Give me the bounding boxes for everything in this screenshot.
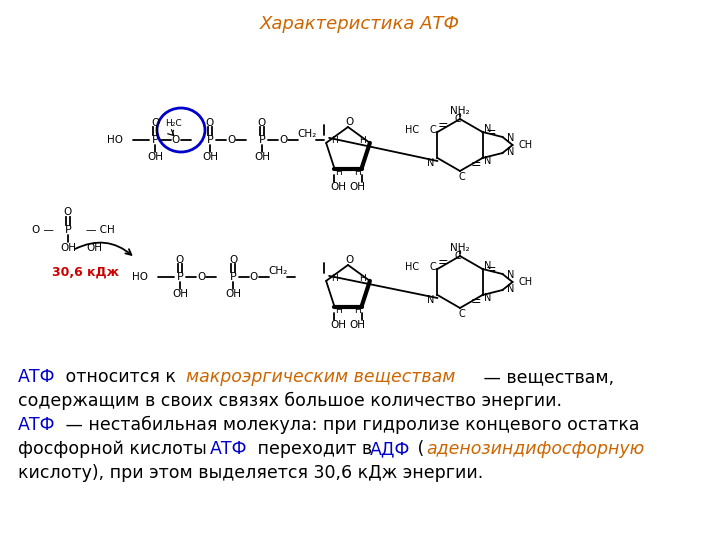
Text: O: O: [250, 272, 258, 282]
Text: 30,6 кДж: 30,6 кДж: [52, 266, 119, 279]
Text: O: O: [279, 135, 287, 145]
Text: OH: OH: [349, 181, 366, 192]
Text: OH: OH: [172, 289, 188, 299]
Text: HC: HC: [405, 262, 420, 272]
Text: OH: OH: [147, 152, 163, 162]
Text: фосфорной кислоты: фосфорной кислоты: [18, 440, 212, 458]
Text: O: O: [151, 118, 159, 128]
Text: CH₂: CH₂: [297, 129, 317, 139]
Text: O: O: [227, 135, 235, 145]
Text: OH: OH: [254, 152, 270, 162]
Text: содержащим в своих связях большое количество энергии.: содержащим в своих связях большое количе…: [18, 392, 562, 410]
Text: O: O: [172, 135, 180, 145]
Text: N: N: [484, 261, 491, 271]
Text: — веществам,: — веществам,: [478, 368, 614, 386]
Text: CH: CH: [518, 277, 533, 287]
Text: N: N: [507, 133, 514, 143]
Text: C: C: [454, 251, 462, 261]
Text: CH₂: CH₂: [269, 266, 287, 276]
Text: =: =: [438, 119, 448, 132]
Text: H: H: [359, 137, 366, 145]
Text: =: =: [485, 263, 496, 276]
Text: H: H: [359, 274, 366, 284]
Text: =: =: [471, 295, 482, 308]
Text: H: H: [335, 168, 342, 177]
Text: — CH: — CH: [86, 225, 114, 235]
Text: O: O: [229, 255, 237, 265]
Text: АТФ: АТФ: [18, 416, 55, 434]
Text: O —: O —: [32, 225, 54, 235]
Text: кислоту), при этом выделяется 30,6 кДж энергии.: кислоту), при этом выделяется 30,6 кДж э…: [18, 464, 483, 482]
Text: OH: OH: [86, 243, 102, 253]
Text: O: O: [206, 118, 214, 128]
Text: аденозиндифосфорную: аденозиндифосфорную: [426, 440, 644, 458]
Text: N: N: [427, 158, 434, 168]
Text: O: O: [64, 207, 72, 217]
Text: Характеристика АТФ: Характеристика АТФ: [260, 15, 460, 33]
Text: АДФ: АДФ: [370, 440, 410, 458]
Text: P: P: [176, 272, 184, 282]
Text: =: =: [438, 256, 448, 269]
Text: H: H: [354, 306, 361, 315]
Text: макроэргическим веществам: макроэргическим веществам: [186, 368, 455, 386]
Text: P: P: [230, 272, 236, 282]
Text: CH: CH: [518, 140, 533, 150]
Text: O: O: [346, 255, 354, 265]
Text: HO: HO: [132, 272, 148, 282]
Text: N: N: [484, 156, 491, 166]
Text: HO: HO: [107, 135, 123, 145]
Text: OH: OH: [225, 289, 241, 299]
Text: H: H: [354, 168, 361, 177]
Text: C: C: [454, 114, 462, 124]
Text: O: O: [346, 117, 354, 127]
Text: N: N: [427, 295, 434, 305]
Text: OH: OH: [330, 320, 346, 329]
Text: — нестабильная молекула: при гидролизе концевого остатка: — нестабильная молекула: при гидролизе к…: [60, 416, 639, 434]
Text: C: C: [429, 262, 436, 272]
Text: C: C: [459, 172, 465, 182]
Text: C: C: [459, 309, 465, 319]
Text: HC: HC: [405, 125, 420, 135]
Text: АТФ: АТФ: [18, 368, 55, 386]
Text: H: H: [330, 274, 338, 284]
Text: =: =: [485, 126, 496, 139]
Text: OH: OH: [349, 320, 366, 329]
Text: O: O: [176, 255, 184, 265]
Text: NH₂: NH₂: [450, 243, 470, 253]
Text: P: P: [258, 135, 266, 145]
Text: P: P: [207, 135, 213, 145]
Text: N: N: [484, 124, 491, 134]
Text: АТФ: АТФ: [210, 440, 248, 458]
Text: OH: OH: [330, 181, 346, 192]
Text: N: N: [507, 284, 514, 294]
Text: P: P: [152, 135, 158, 145]
Text: H₂C: H₂C: [165, 119, 181, 129]
Text: =: =: [471, 158, 482, 171]
Text: C: C: [429, 125, 436, 135]
Text: N: N: [507, 270, 514, 280]
Text: P: P: [65, 225, 71, 235]
Text: OH: OH: [202, 152, 218, 162]
Text: (: (: [412, 440, 424, 458]
Text: NH₂: NH₂: [450, 106, 470, 116]
Text: N: N: [507, 147, 514, 157]
Text: H: H: [330, 137, 338, 145]
Text: O: O: [197, 272, 205, 282]
Text: переходит в: переходит в: [252, 440, 377, 458]
Text: OH: OH: [60, 243, 76, 253]
Text: N: N: [484, 293, 491, 303]
Text: O: O: [258, 118, 266, 128]
Text: H: H: [335, 306, 342, 315]
Text: относится к: относится к: [60, 368, 181, 386]
